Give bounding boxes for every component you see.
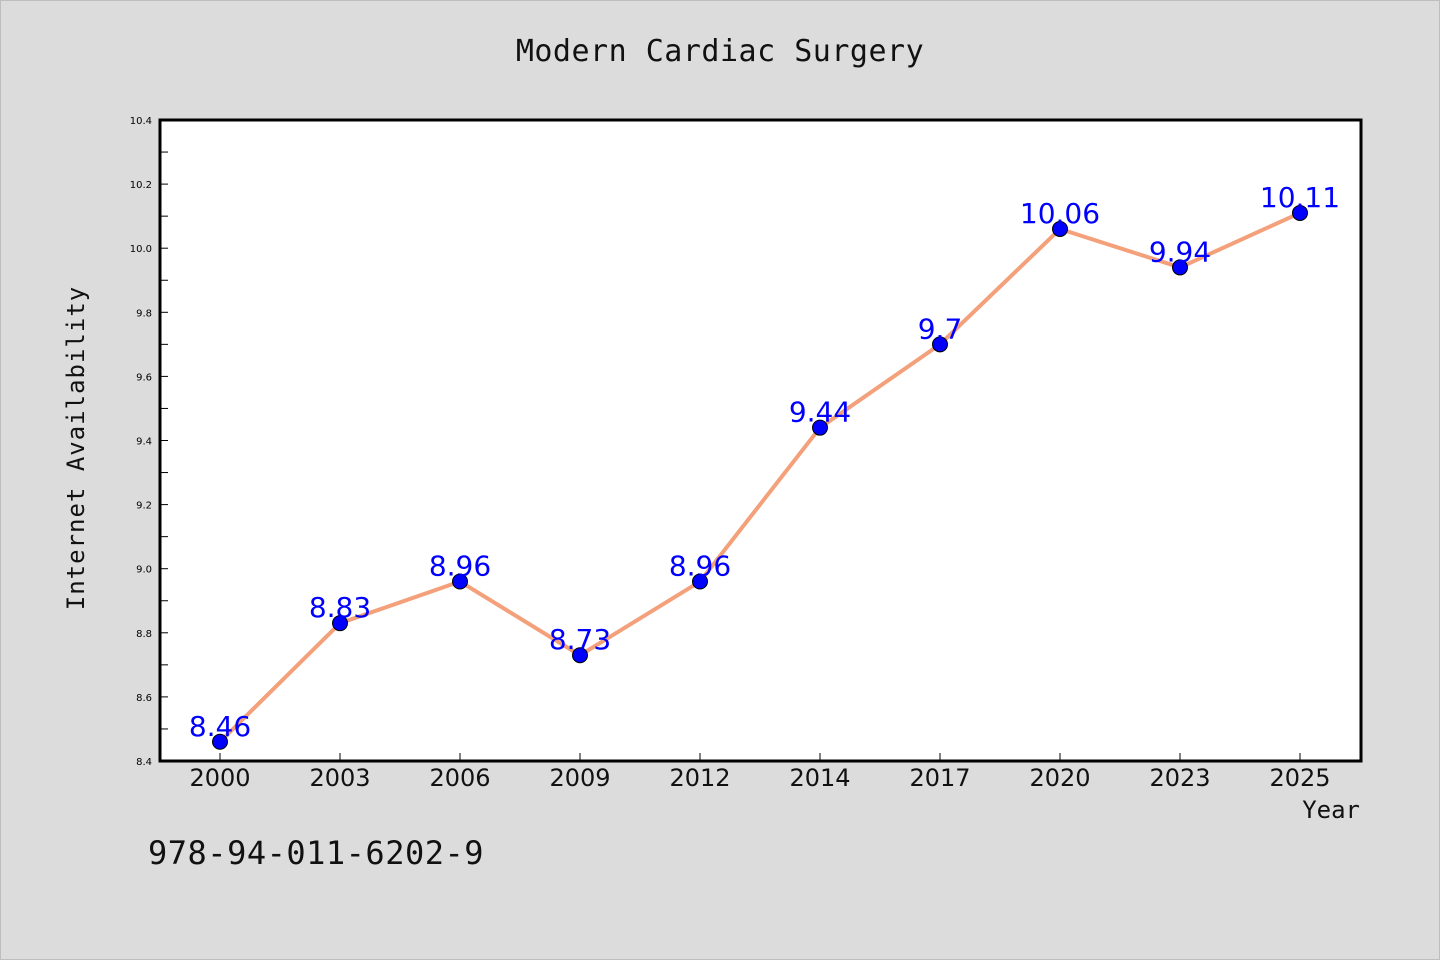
x-tick-label: 2023 [1149,764,1210,792]
data-point [812,419,828,436]
data-label: 8.46 [189,710,251,743]
y-tick-label: 8.4 [136,757,152,768]
chart-title: Modern Cardiac Surgery [515,34,925,69]
data-labels: 8.46 8.83 8.96 8.73 8.96 9.44 9.7 10.06 9.94 10.1… [189,181,1340,743]
isbn-text: 978-94-011-6202-9 [148,834,485,872]
data-label: 8.96 [429,550,491,583]
x-axis-label: Year [1302,796,1360,824]
y-tick-label: 10.2 [130,180,152,191]
y-tick-label: 9.2 [136,501,152,512]
x-tick-label: 2000 [189,764,250,792]
data-point [932,336,948,353]
plot-area [158,118,1363,763]
y-axis: 8.4 8.6 8.8 9.0 9.2 9.4 9.6 9.8 10.0 10.2 10.4 [130,116,168,768]
y-tick-label: 10.0 [130,244,152,255]
x-tick-label: 2006 [429,764,490,792]
x-tick-label: 2025 [1269,764,1330,792]
x-axis: 2000 2003 2006 2009 2012 2014 2017 2020 2023 2025 [189,753,1331,792]
data-point [692,573,708,590]
x-tick-label: 2009 [549,764,610,792]
data-point [572,647,588,664]
y-tick-label: 9.8 [136,308,152,319]
y-tick-label: 8.8 [136,629,152,640]
data-label: 8.83 [309,591,371,624]
data-markers [212,204,1308,750]
data-label: 9.44 [789,396,851,429]
data-label: 8.96 [669,550,731,583]
data-point [1292,204,1308,221]
x-tick-label: 2003 [309,764,370,792]
data-label: 10.06 [1020,197,1100,230]
x-tick-label: 2012 [669,764,730,792]
data-point [452,573,468,590]
data-label: 9.94 [1149,235,1211,268]
y-tick-label: 9.6 [136,372,152,383]
x-tick-label: 2020 [1029,764,1090,792]
x-tick-label: 2014 [789,764,850,792]
series-line [218,211,1301,744]
y-tick-label: 8.6 [136,693,152,704]
data-point [212,733,228,750]
y-tick-label: 9.4 [136,437,152,448]
data-label: 10.11 [1260,181,1340,214]
data-point [332,615,348,632]
y-tick-label: 10.4 [130,116,152,127]
x-tick-label: 2017 [909,764,970,792]
data-label: 8.73 [549,623,611,656]
data-label: 9.7 [918,312,963,345]
data-point [1052,220,1068,237]
y-tick-label: 9.0 [136,565,152,576]
data-point [1172,259,1188,276]
